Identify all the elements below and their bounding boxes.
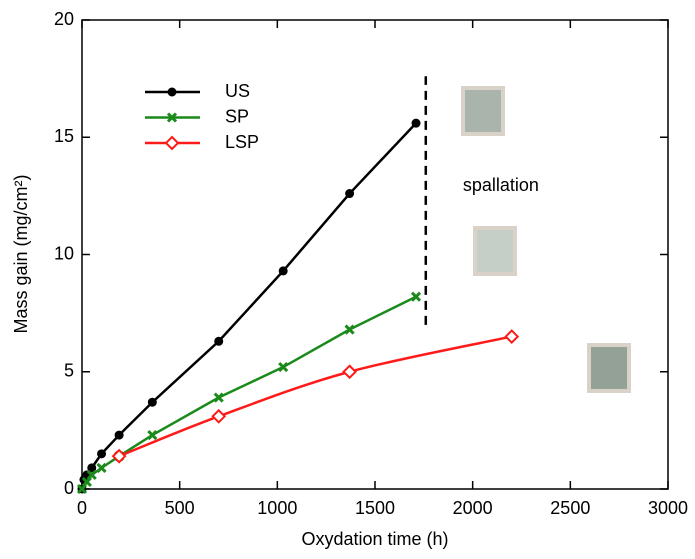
marker (96, 462, 107, 473)
marker (111, 448, 127, 464)
x-tick-label: 2500 (550, 498, 590, 518)
marker (342, 364, 358, 380)
sample-photo (461, 86, 505, 136)
marker (213, 392, 224, 403)
marker (114, 430, 124, 440)
x-axis-label: Oxydation time (h) (301, 529, 448, 549)
marker (167, 87, 177, 97)
series-line (80, 295, 417, 490)
marker (345, 189, 355, 199)
y-tick-label: 5 (64, 361, 74, 381)
x-tick-label: 500 (165, 498, 195, 518)
y-tick-label: 15 (54, 126, 74, 146)
marker (87, 463, 97, 473)
sample-photo (473, 226, 517, 276)
marker (504, 329, 520, 344)
marker (211, 408, 227, 424)
series-line (80, 122, 417, 490)
y-tick-label: 20 (54, 9, 74, 29)
marker (164, 135, 180, 151)
y-tick-label: 0 (64, 478, 74, 498)
annotation: spallation (463, 175, 539, 195)
legend-label: US (225, 81, 250, 101)
x-tick-label: 1000 (257, 498, 297, 518)
series-line (118, 335, 512, 458)
sample-photo (587, 343, 631, 393)
marker (278, 361, 289, 373)
x-tick-label: 2000 (453, 498, 493, 518)
legend-label: LSP (225, 132, 259, 152)
marker (344, 324, 355, 335)
x-tick-label: 3000 (648, 498, 688, 518)
marker (410, 291, 422, 302)
marker (411, 118, 421, 128)
y-tick-label: 10 (54, 243, 74, 263)
marker (76, 483, 88, 495)
marker (86, 469, 97, 480)
x-tick-label: 1500 (355, 498, 395, 518)
legend-label: SP (225, 106, 249, 126)
x-tick-label: 0 (77, 498, 87, 518)
marker (214, 336, 224, 346)
y-axis-label: Mass gain (mg/cm²) (11, 174, 31, 333)
marker (97, 449, 107, 459)
marker (278, 266, 288, 276)
marker (81, 476, 92, 488)
marker (147, 430, 158, 441)
marker (147, 397, 157, 407)
marker (166, 112, 178, 123)
